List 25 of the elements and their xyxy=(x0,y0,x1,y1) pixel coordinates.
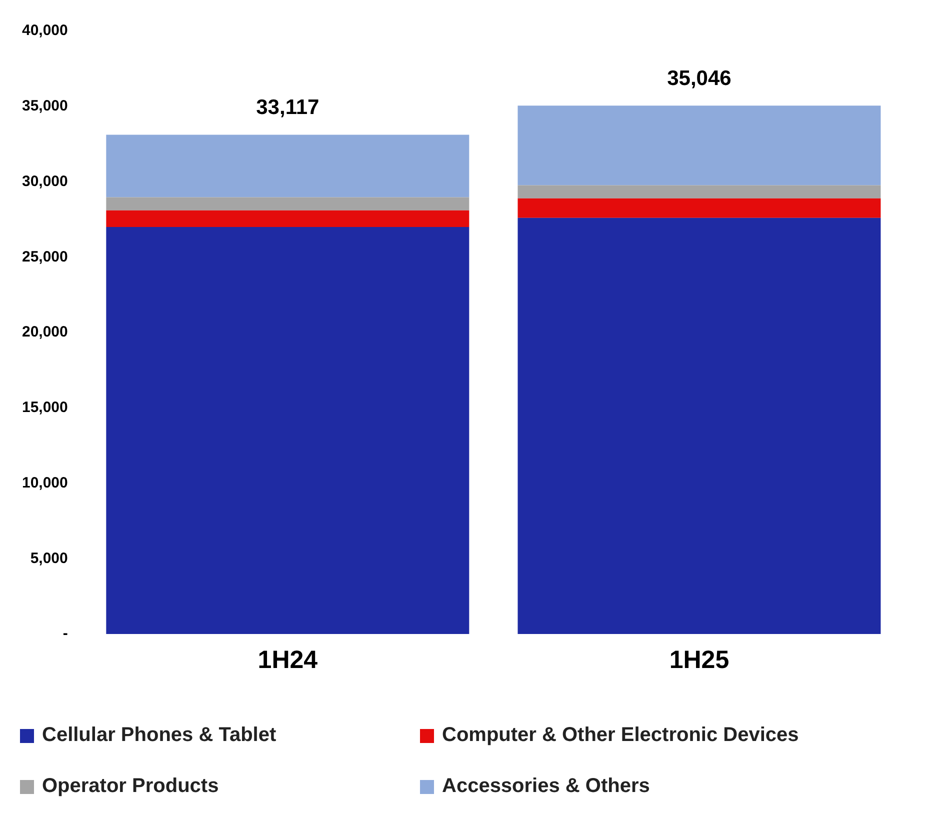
y-tick-label: 25,000 xyxy=(22,248,68,266)
bar xyxy=(518,185,881,198)
y-tick-label: 10,000 xyxy=(22,474,68,492)
y-tick-label: 15,000 xyxy=(22,399,68,416)
bar xyxy=(106,197,470,210)
x-tick-label: 1H25 xyxy=(669,646,730,674)
bar xyxy=(106,226,470,634)
legend-label: Cellular Phones & Tablet xyxy=(42,724,276,747)
legend-label: Accessories & Others xyxy=(442,775,650,798)
y-tick-label: 35,000 xyxy=(22,98,68,115)
total-label: 33,117 xyxy=(256,96,320,120)
legend-label: Operator Products xyxy=(42,775,219,798)
bar xyxy=(518,218,881,634)
bar xyxy=(518,198,881,218)
y-tick-label: - xyxy=(62,625,68,642)
y-tick-label: 5,000 xyxy=(30,550,68,567)
legend-label: Computer & Other Electronic Devices xyxy=(442,724,799,747)
y-tick-label: 20,000 xyxy=(22,324,68,341)
total-label: 35,046 xyxy=(667,66,732,90)
y-tick-label: 30,000 xyxy=(22,172,68,190)
y-tick-label: 40,000 xyxy=(22,22,68,40)
bar xyxy=(106,210,470,227)
bar xyxy=(518,106,881,186)
bar xyxy=(106,134,470,198)
x-tick-label: 1H24 xyxy=(258,646,318,674)
